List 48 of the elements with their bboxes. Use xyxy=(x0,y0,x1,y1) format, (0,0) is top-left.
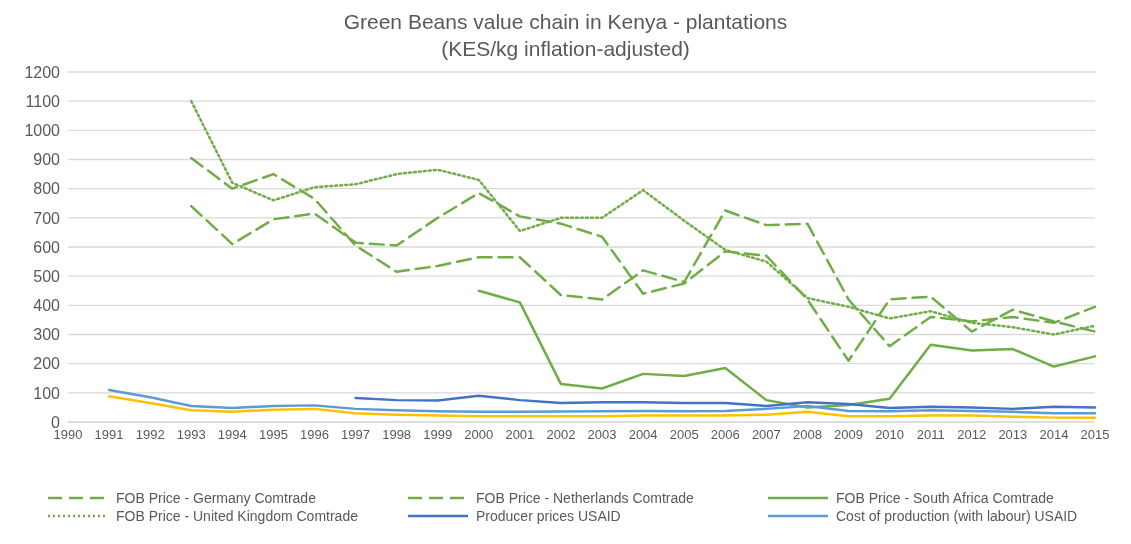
y-tick-label: 300 xyxy=(33,326,61,344)
legend-label: FOB Price - Germany Comtrade xyxy=(116,490,316,506)
x-tick-label: 2010 xyxy=(875,427,905,443)
y-tick-label: 600 xyxy=(33,238,61,256)
y-tick-label: 1100 xyxy=(25,92,61,110)
x-tick-label: 2005 xyxy=(669,427,699,443)
x-tick-label: 1991 xyxy=(94,427,124,443)
x-tick-label: 2011 xyxy=(916,427,945,443)
line-series xyxy=(107,388,1097,415)
x-tick-label: 1992 xyxy=(135,427,165,443)
x-tick-label: 1996 xyxy=(300,427,329,443)
x-tick-label: 1997 xyxy=(341,427,371,443)
x-tick-label: 1995 xyxy=(258,427,288,443)
x-tick-label: 1998 xyxy=(382,427,412,443)
x-tick-label: 2007 xyxy=(751,427,781,443)
y-tick-label: 1000 xyxy=(24,122,61,140)
x-tick-label: 2001 xyxy=(505,427,535,443)
legend-label: FOB Price - Netherlands Comtrade xyxy=(476,490,694,506)
legend-label: FOB Price - United Kingdom Comtrade xyxy=(116,508,358,524)
y-tick-label: 700 xyxy=(33,209,61,227)
legend-label: Cost of production (with labour) USAID xyxy=(836,508,1078,524)
line-series xyxy=(477,289,1097,409)
x-tick-label: 2000 xyxy=(464,427,494,443)
x-tick-label: 2014 xyxy=(1039,427,1069,443)
x-tick-label: 2002 xyxy=(546,427,576,443)
x-tick-label: 2003 xyxy=(587,427,617,443)
x-tick-label: 2008 xyxy=(792,427,822,443)
x-tick-label: 2006 xyxy=(710,427,740,443)
x-tick-label: 2009 xyxy=(834,427,863,443)
y-tick-label: 1200 xyxy=(24,63,61,81)
y-tick-label: 800 xyxy=(33,180,61,198)
y-tick-label: 900 xyxy=(33,151,61,169)
y-tick-label: 400 xyxy=(33,297,61,315)
y-tick-label: 500 xyxy=(33,267,61,285)
x-tick-label: 1999 xyxy=(423,427,453,443)
chart-title: Green Beans value chain in Kenya - plantations (KES/kg inflation-adjusted) xyxy=(342,9,789,62)
x-tick-label: 1994 xyxy=(217,427,247,443)
legend-label: FOB Price - South Africa Comtrade xyxy=(836,490,1054,506)
y-tick-label: 200 xyxy=(33,355,61,373)
x-tick-label: 1993 xyxy=(176,427,206,443)
x-tick-label: 2012 xyxy=(957,427,987,443)
x-tick-label: 2013 xyxy=(998,427,1028,443)
line-series xyxy=(354,394,1097,411)
x-tick-label: 2004 xyxy=(628,427,658,443)
x-tick-label: 2015 xyxy=(1080,427,1110,443)
line-series xyxy=(107,395,1097,419)
y-tick-label: 100 xyxy=(33,384,61,402)
legend-label: Producer prices USAID xyxy=(476,508,621,524)
